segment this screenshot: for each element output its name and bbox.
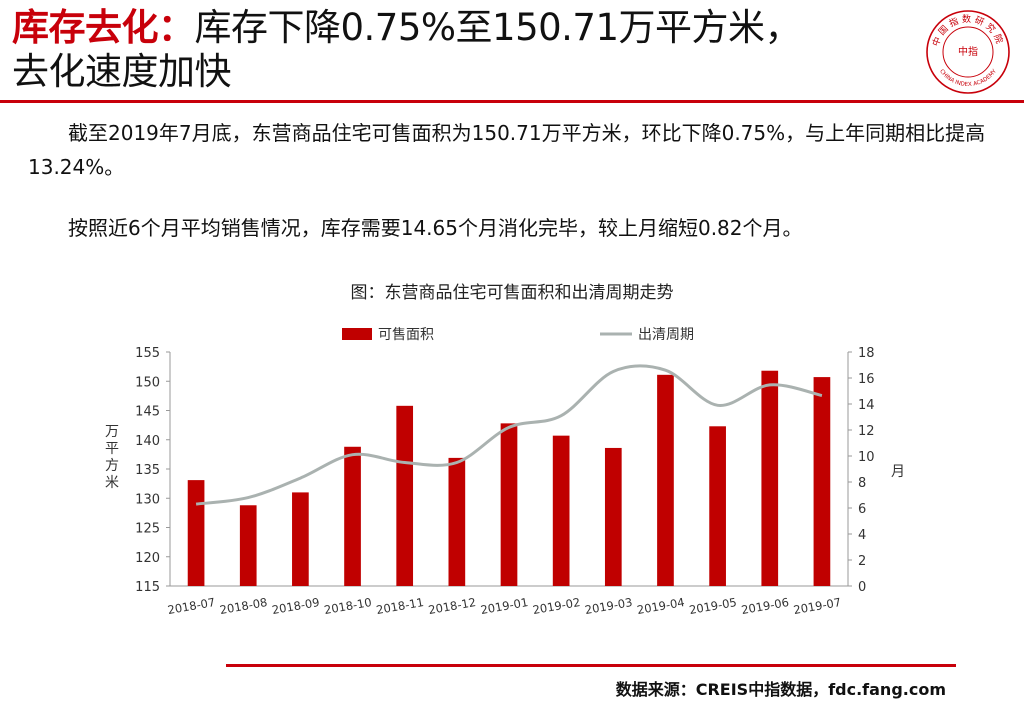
bar-2018-12	[448, 457, 466, 586]
left-tick-label: 125	[135, 522, 160, 537]
x-tick-label: 2019-05	[688, 595, 738, 617]
bottom-divider	[226, 664, 956, 667]
svg-text:CHINA INDEX ACADEMY: CHINA INDEX ACADEMY	[938, 68, 998, 88]
right-tick-label: 0	[858, 580, 866, 595]
left-tick-label: 140	[135, 434, 160, 449]
right-tick-label: 10	[858, 450, 875, 465]
bar-2018-07	[187, 480, 205, 586]
left-tick-label: 135	[135, 463, 160, 478]
china-index-academy-logo: 中国指数研究院 CHINA INDEX ACADEMY 中指	[926, 10, 1010, 94]
bar-2018-08	[239, 505, 257, 586]
right-tick-label: 2	[858, 554, 866, 569]
x-tick-label: 2019-02	[532, 595, 582, 617]
legend-label-bar: 可售面积	[378, 327, 434, 343]
logo-bottom-text: CHINA INDEX ACADEMY	[938, 68, 998, 88]
paragraph-clearance: 按照近6个月平均销售情况，库存需要14.65个月消化完毕，较上月缩短0.82个月…	[68, 216, 803, 240]
left-tick-label: 150	[135, 375, 160, 390]
right-axis-title: 月	[891, 464, 905, 480]
headline-line1: 库存下降0.75%至150.71万平方米，	[194, 6, 802, 49]
left-tick-label: 145	[135, 405, 160, 420]
logo-center-text: 中指	[958, 45, 978, 58]
right-tick-label: 12	[858, 424, 875, 439]
bar-2018-11	[396, 405, 414, 586]
headline-emphasis: 库存去化：	[12, 6, 195, 49]
headline: 库存去化：库存下降0.75%至150.71万平方米， 去化速度加快	[12, 6, 912, 94]
logo-top-text: 中国指数研究院	[929, 13, 1003, 48]
bar-2019-02	[552, 435, 570, 586]
bar-2019-06	[761, 370, 779, 586]
x-tick-label: 2019-07	[792, 595, 842, 617]
x-tick-label: 2018-11	[375, 595, 425, 617]
x-tick-label: 2019-06	[740, 595, 790, 617]
bar-2019-05	[709, 426, 726, 586]
right-tick-label: 4	[858, 528, 866, 543]
bar-2018-10	[344, 446, 361, 586]
headline-line2: 去化速度加快	[12, 50, 232, 93]
title-divider	[0, 100, 1024, 103]
right-tick-label: 18	[858, 346, 875, 361]
x-tick-label: 2019-01	[479, 595, 529, 617]
x-tick-label: 2018-10	[323, 595, 373, 617]
bar-2018-09	[292, 492, 309, 586]
svg-text:中国指数研究院: 中国指数研究院	[929, 13, 1006, 48]
legend-swatch-bar	[342, 328, 372, 340]
x-tick-label: 2018-08	[219, 595, 269, 617]
line-series-clearance	[195, 364, 823, 506]
left-tick-label: 155	[135, 346, 160, 361]
x-tick-label: 2018-09	[271, 595, 321, 617]
bar-2019-04	[657, 374, 674, 586]
right-tick-label: 8	[858, 476, 866, 491]
x-tick-label: 2018-07	[167, 595, 217, 617]
bar-2019-03	[604, 447, 622, 586]
left-axis-title: 万平方米	[105, 424, 119, 491]
x-tick-label: 2018-12	[427, 595, 477, 617]
x-tick-label: 2019-04	[636, 595, 686, 617]
right-tick-label: 6	[858, 502, 866, 517]
left-tick-label: 115	[135, 580, 160, 595]
x-tick-label: 2019-03	[584, 595, 634, 617]
data-source: 数据来源：CREIS中指数据，fdc.fang.com	[615, 680, 946, 699]
right-tick-label: 14	[858, 398, 875, 413]
left-tick-label: 120	[135, 551, 160, 566]
paragraph-inventory: 截至2019年7月底，东营商品住宅可售面积为150.71万平方米，环比下降0.7…	[28, 121, 986, 179]
figure-caption: 图：东营商品住宅可售面积和出清周期走势	[350, 283, 674, 303]
left-tick-label: 130	[135, 492, 160, 507]
legend-label-line: 出清周期	[638, 327, 694, 343]
bar-2019-01	[500, 423, 518, 586]
bar-2019-07	[813, 377, 831, 586]
right-tick-label: 16	[858, 372, 875, 387]
inventory-chart: 115 120 125 130 135 140 145 150 155 0 2 4 6 8 10 12 14 16…	[105, 327, 905, 617]
